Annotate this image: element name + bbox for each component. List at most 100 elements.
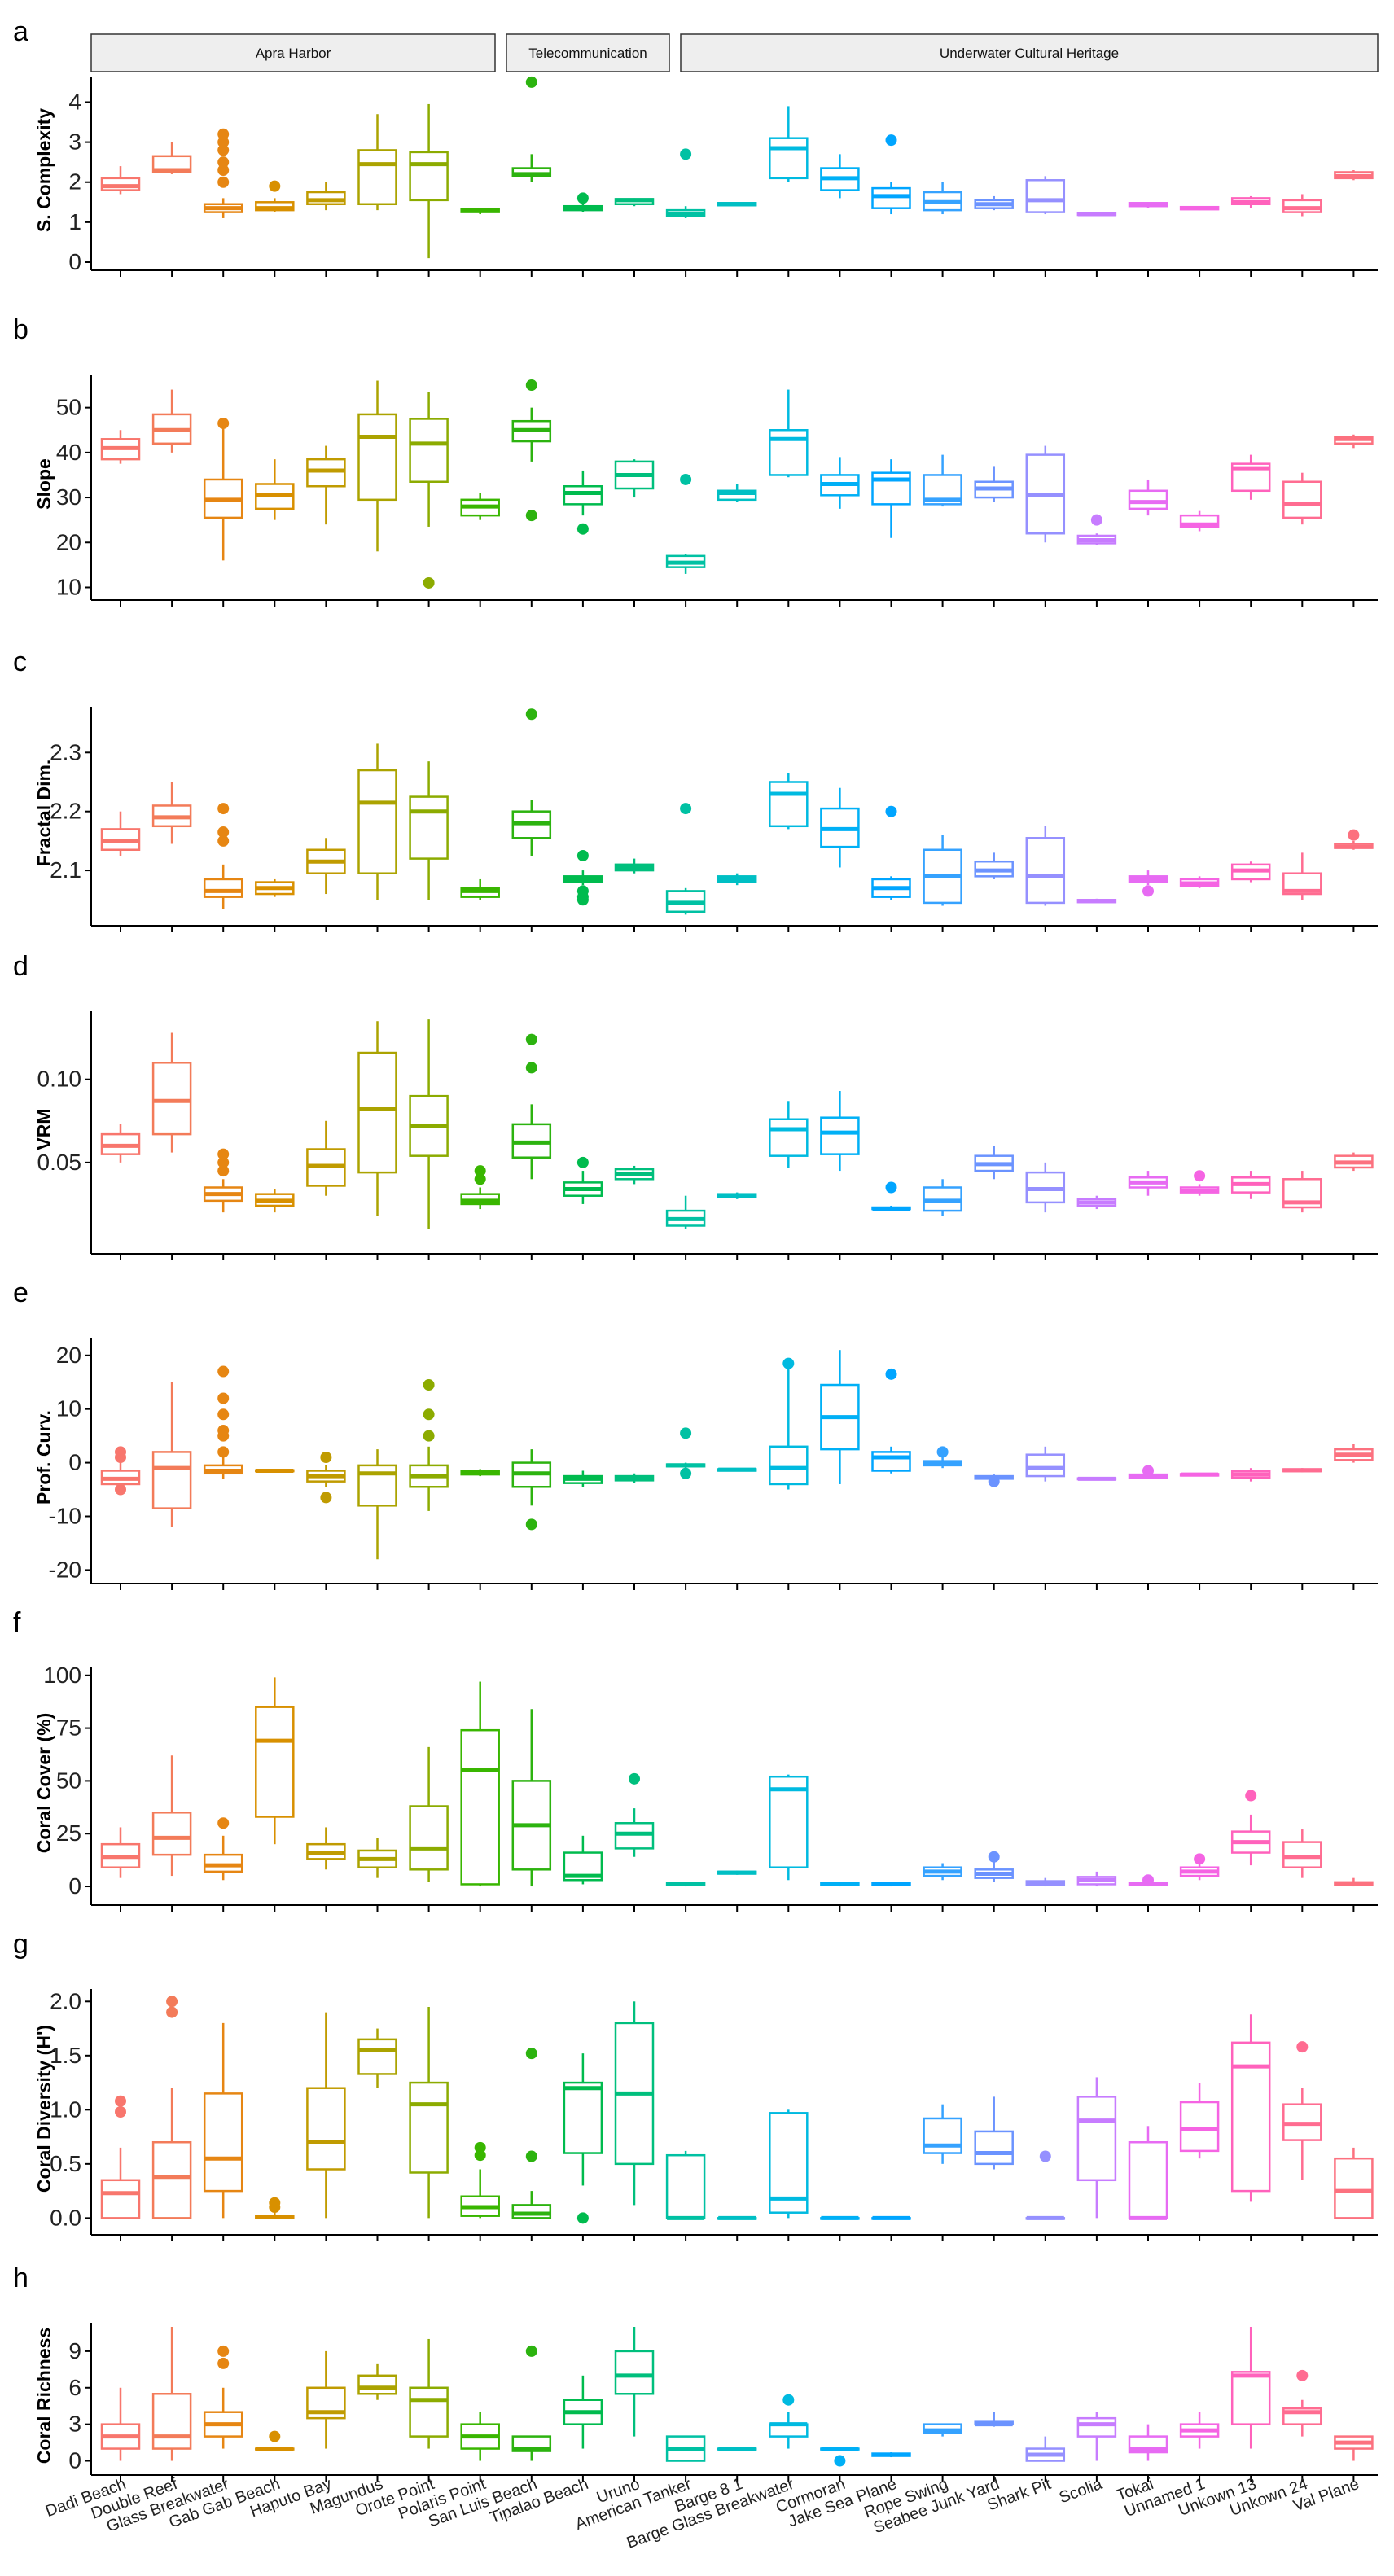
- outlier-point: [217, 1392, 230, 1404]
- outlier-point: [680, 1427, 692, 1439]
- outlier-point: [423, 1430, 435, 1442]
- y-tick-label: 0.05: [37, 1150, 82, 1175]
- panel-e: e Prof. Curv. -20 -10 0 10 20: [13, 1277, 1378, 1590]
- box-seabee-junk-yard: [974, 2096, 1014, 2170]
- outlier-point: [525, 76, 537, 88]
- box-iqr: [563, 2081, 603, 2154]
- y-axis-label: S. Complexity: [33, 108, 55, 232]
- box-iqr: [255, 1706, 295, 1818]
- outlier-point: [115, 1446, 126, 1458]
- box-cormoran: [820, 457, 860, 509]
- panel-letter-c: c: [13, 646, 27, 677]
- group-strip-label: Telecommunication: [528, 46, 647, 61]
- outlier-point: [115, 1483, 126, 1496]
- box-iqr: [409, 418, 449, 483]
- box-iqr: [511, 2204, 552, 2219]
- box-polaris-point: [460, 2141, 500, 2219]
- outlier-point: [525, 2048, 537, 2060]
- box-haputo-bay: [306, 2350, 346, 2449]
- box-orote-point: [409, 103, 449, 259]
- box-unkown-13: [1230, 1468, 1271, 1482]
- outlier-point: [576, 192, 589, 204]
- box-iqr: [1128, 2140, 1168, 2219]
- box-cormoran: [820, 1091, 860, 1172]
- outlier-point: [1245, 1790, 1257, 1802]
- box-barge-8-1: [717, 1192, 757, 1199]
- box-glass-breakwater: [203, 417, 243, 561]
- box-barge-glass-breakwater: [769, 2394, 809, 2449]
- box-uruno: [614, 2326, 655, 2437]
- outlier-point: [988, 1851, 1000, 1863]
- box-rope-swing: [923, 2104, 962, 2164]
- box-dadi-beach: [100, 2095, 141, 2219]
- box-barge-glass-breakwater: [769, 1774, 809, 1881]
- box-scolia: [1076, 1871, 1117, 1887]
- box-seabee-junk-yard: [974, 2412, 1014, 2427]
- outlier-point: [936, 1446, 949, 1458]
- box-iqr: [563, 485, 603, 506]
- y-tick-label: 30: [56, 484, 81, 510]
- box-barge-8-1: [717, 484, 757, 502]
- box-rope-swing: [923, 2423, 962, 2437]
- y-tick-label: 0: [68, 1873, 81, 1899]
- outlier-point: [525, 1518, 537, 1531]
- box-unnamed-1: [1179, 510, 1220, 532]
- box-tokai: [1128, 2126, 1168, 2220]
- box-haputo-bay: [306, 1452, 346, 1504]
- box-uruno: [614, 198, 655, 207]
- outlier-point: [1142, 885, 1154, 897]
- box-jake-sea-plane: [871, 805, 911, 900]
- box-polaris-point: [460, 2412, 500, 2461]
- box-iqr: [614, 2350, 655, 2395]
- panel-letter-g: g: [13, 1929, 28, 1960]
- box-haputo-bay: [306, 445, 346, 525]
- outlier-point: [1194, 1853, 1206, 1865]
- box-orote-point: [409, 2006, 449, 2219]
- box-iqr: [357, 2374, 397, 2395]
- outlier-point: [576, 2212, 589, 2224]
- box-haputo-bay: [306, 2012, 346, 2219]
- outlier-point: [166, 1996, 178, 2008]
- box-jake-sea-plane: [871, 459, 911, 538]
- panel-letter-b: b: [13, 314, 28, 345]
- box-gab-gab-beach: [255, 1468, 295, 1473]
- group-strip: [680, 33, 1379, 72]
- box-unkown-13: [1230, 1790, 1271, 1866]
- box-haputo-bay: [306, 838, 346, 895]
- box-tokai: [1128, 1465, 1168, 1479]
- box-iqr: [769, 429, 809, 476]
- y-tick-label: 75: [56, 1715, 81, 1741]
- box-val-plane: [1334, 1444, 1374, 1463]
- box-american-tanker: [665, 1195, 706, 1229]
- outlier-point: [474, 1165, 486, 1177]
- y-tick-label: 40: [56, 440, 81, 465]
- box-barge-glass-breakwater: [769, 2109, 809, 2219]
- box-glass-breakwater: [203, 2022, 243, 2219]
- box-cormoran: [820, 787, 860, 868]
- box-tipalao-beach: [563, 470, 603, 535]
- outlier-point: [680, 473, 692, 485]
- outlier-point: [576, 523, 589, 535]
- box-double-reef: [151, 1755, 192, 1877]
- y-tick-label: 50: [56, 395, 81, 420]
- panel-letter-a: a: [13, 16, 28, 47]
- box-unkown-24: [1282, 1829, 1322, 1878]
- box-uruno: [614, 1772, 655, 1857]
- box-magundus: [357, 1021, 397, 1216]
- box-double-reef: [151, 2326, 192, 2461]
- box-iqr: [1282, 1841, 1322, 1868]
- box-unnamed-1: [1179, 205, 1220, 211]
- outlier-point: [217, 2357, 230, 2369]
- box-val-plane: [1334, 170, 1374, 181]
- outlier-point: [680, 803, 692, 815]
- box-cormoran: [820, 2215, 860, 2220]
- y-tick-label: 0.10: [37, 1067, 82, 1092]
- y-tick-label: 20: [56, 1343, 81, 1368]
- y-tick-label: 2.3: [50, 739, 81, 764]
- outlier-point: [885, 805, 897, 817]
- y-tick-label: 3: [68, 129, 81, 155]
- box-polaris-point: [460, 208, 500, 215]
- box-jake-sea-plane: [871, 2452, 911, 2458]
- box-gab-gab-beach: [255, 2197, 295, 2219]
- box-tokai: [1128, 479, 1168, 516]
